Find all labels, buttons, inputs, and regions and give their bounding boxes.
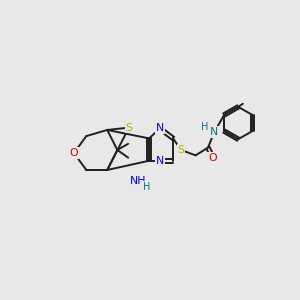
Text: H: H bbox=[143, 182, 151, 192]
Text: N: N bbox=[210, 127, 218, 137]
Text: NH: NH bbox=[130, 176, 146, 186]
Text: O: O bbox=[70, 148, 78, 158]
Text: H: H bbox=[201, 122, 208, 132]
Text: N: N bbox=[156, 156, 164, 166]
Text: O: O bbox=[208, 153, 217, 163]
Text: N: N bbox=[156, 123, 164, 134]
Text: S: S bbox=[177, 145, 184, 155]
Text: S: S bbox=[125, 123, 133, 133]
